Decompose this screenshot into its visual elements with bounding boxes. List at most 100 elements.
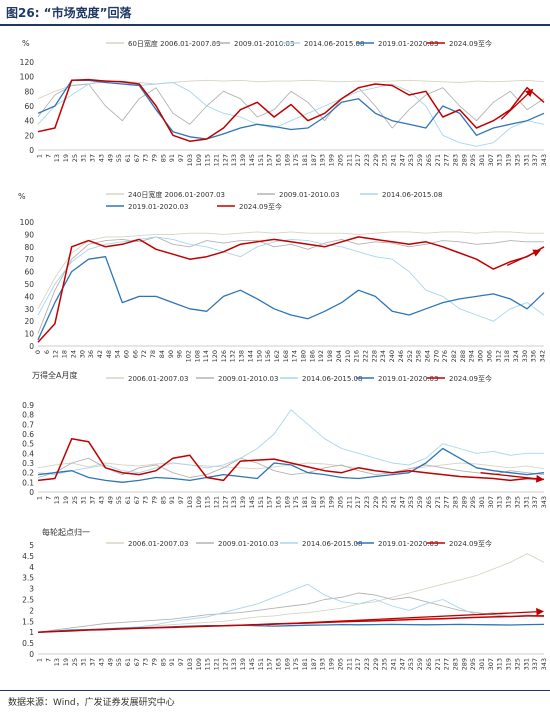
x-tick-label: 205: [336, 658, 344, 670]
y-unit-label: %: [18, 192, 26, 201]
x-tick-label: 25: [71, 658, 79, 666]
x-tick-label: 211: [345, 658, 353, 670]
y-unit-label: %: [22, 39, 30, 48]
x-tick-label: 211: [345, 154, 353, 166]
x-tick-label: 78: [149, 350, 157, 358]
x-tick-label: 96: [176, 350, 184, 358]
legend-label-s3: 2019.01-2020.03: [378, 540, 438, 548]
x-tick-label: 265: [425, 154, 433, 166]
series-line-s4: [37, 438, 545, 482]
x-tick-label: 168: [282, 350, 290, 362]
x-tick-label: 127: [221, 658, 229, 670]
y-tick-label: 0.5: [22, 639, 34, 648]
y-tick-label: 50: [24, 280, 34, 289]
x-tick-label: 175: [292, 658, 300, 670]
x-tick-label: 313: [496, 154, 504, 166]
x-tick-label: 205: [336, 154, 344, 166]
x-tick-label: 174: [291, 350, 299, 362]
x-tick-label: 175: [292, 154, 300, 166]
x-tick-label: 259: [416, 496, 424, 508]
x-tick-label: 91: [168, 658, 176, 666]
x-tick-label: 126: [220, 350, 228, 362]
y-tick-label: 10: [24, 330, 34, 339]
x-tick-label: 73: [142, 658, 150, 666]
y-tick-label: 0: [29, 342, 34, 351]
x-tick-label: 169: [283, 496, 291, 508]
x-tick-label: 133: [230, 658, 238, 670]
x-tick-label: 73: [142, 496, 150, 504]
series-line-s1: [37, 592, 545, 633]
x-tick-label: 120: [211, 350, 219, 362]
x-tick-label: 84: [158, 350, 166, 358]
x-tick-label: 115: [204, 496, 212, 508]
x-tick-label: 1: [35, 658, 43, 662]
legend-label-s1: 2009.01-2010.03: [234, 40, 294, 48]
x-tick-label: 25: [71, 496, 79, 504]
x-tick-label: 307: [487, 658, 495, 670]
x-tick-label: 337: [531, 658, 539, 670]
x-tick-label: 306: [485, 350, 493, 362]
x-tick-label: 37: [89, 658, 97, 666]
series-line-s1: [37, 83, 545, 129]
x-tick-label: 336: [530, 350, 538, 362]
x-tick-label: 199: [328, 496, 336, 508]
x-tick-label: 49: [106, 658, 114, 666]
x-tick-label: 55: [115, 154, 123, 162]
x-tick-label: 258: [415, 350, 423, 362]
x-tick-label: 271: [434, 496, 442, 508]
x-tick-label: 163: [274, 658, 282, 670]
y-tick-label: 100: [20, 73, 35, 82]
x-tick-label: 37: [89, 496, 97, 504]
series-line-s0: [37, 553, 545, 633]
x-tick-label: 157: [266, 658, 274, 670]
x-tick-label: 318: [503, 350, 511, 362]
x-tick-label: 181: [301, 496, 309, 508]
y-tick-label: 0.7: [22, 420, 34, 429]
x-tick-label: 49: [106, 154, 114, 162]
x-tick-label: 151: [257, 496, 265, 508]
x-tick-label: 67: [133, 496, 141, 504]
x-tick-label: 145: [248, 154, 256, 166]
panel-title: 每轮起点归一: [42, 527, 90, 537]
y-tick-label: 0.6: [22, 430, 34, 439]
x-tick-label: 211: [345, 496, 353, 508]
x-tick-label: 169: [283, 154, 291, 166]
x-tick-label: 145: [248, 496, 256, 508]
y-tick-label: 0.3: [22, 459, 34, 468]
x-tick-label: 270: [432, 350, 440, 362]
x-tick-label: 253: [407, 154, 415, 166]
y-tick-label: 60: [24, 268, 34, 277]
series-line-s1: [37, 236, 544, 334]
x-tick-label: 7: [44, 154, 52, 158]
legend-label-s2: 2014.06-2015.08: [302, 375, 362, 383]
x-tick-label: 85: [159, 154, 167, 162]
legend-label-s3: 2019.01-2020.03: [378, 40, 438, 48]
x-tick-label: 49: [106, 496, 114, 504]
y-tick-label: 60: [24, 102, 34, 111]
x-tick-label: 241: [390, 154, 398, 166]
x-tick-label: 229: [372, 658, 380, 670]
trend-arrow: [266, 607, 545, 626]
x-tick-label: 157: [266, 154, 274, 166]
y-tick-label: 2.5: [22, 596, 34, 605]
x-tick-label: 295: [469, 496, 477, 508]
x-tick-label: 60: [123, 350, 131, 358]
x-tick-label: 342: [539, 350, 547, 362]
x-tick-label: 252: [406, 350, 414, 362]
x-tick-label: 241: [390, 658, 398, 670]
x-tick-label: 90: [167, 350, 175, 358]
x-tick-label: 331: [522, 154, 530, 166]
x-tick-label: 319: [505, 658, 513, 670]
legend-label-s4: 2024.09至今: [449, 374, 492, 383]
x-tick-label: 13: [53, 154, 61, 162]
legend-label-s3: 2019.01-2020.03: [378, 375, 438, 383]
x-tick-label: 288: [459, 350, 467, 362]
x-tick-label: 133: [230, 154, 238, 166]
x-tick-label: 19: [62, 658, 70, 666]
x-tick-label: 294: [468, 350, 476, 362]
x-tick-label: 283: [451, 496, 459, 508]
x-tick-label: 259: [416, 658, 424, 670]
y-tick-label: 3.5: [22, 574, 34, 583]
x-tick-label: 61: [124, 496, 132, 504]
